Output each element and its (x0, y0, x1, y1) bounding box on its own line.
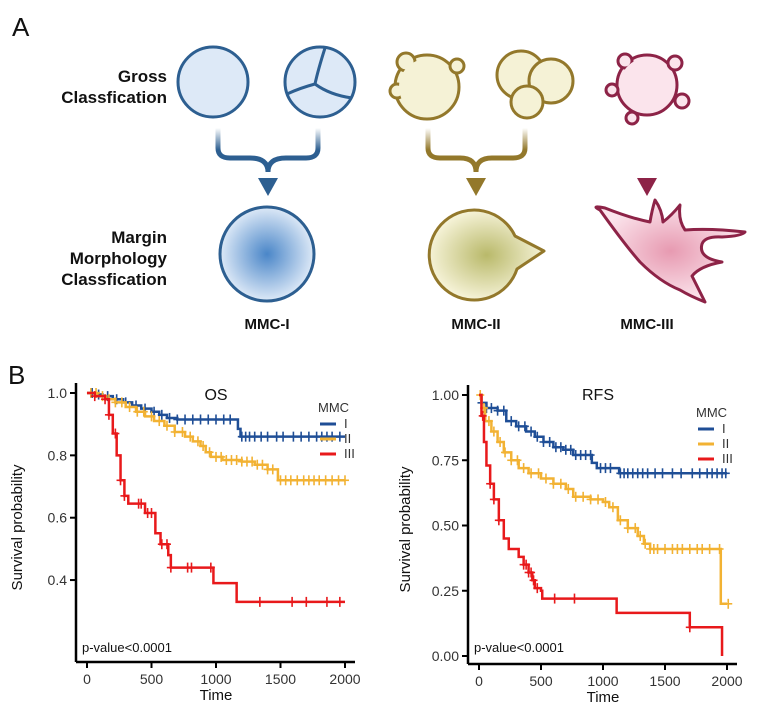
y-tick-label: 0.6 (48, 510, 68, 526)
x-tick-label: 500 (140, 671, 164, 687)
series-ii (476, 390, 733, 609)
p-value-annotation: p-value<0.0001 (474, 640, 564, 655)
chart-title: RFS (582, 387, 614, 404)
legend-title: MMC (318, 400, 349, 415)
chart-title: OS (204, 387, 227, 404)
p-value-annotation: p-value<0.0001 (82, 640, 172, 655)
y-tick-label: 0.25 (432, 583, 459, 599)
series-iii (478, 393, 724, 656)
legend-label: III (344, 446, 355, 461)
rfs-km-chart: RFS 0.00 0.25 0.50 0.75 1.00 0 500 1000 1500 2000 T… (397, 385, 743, 706)
x-tick-label: 500 (529, 673, 553, 689)
legend-label: I (722, 421, 726, 436)
y-axis-label: Survival probability (397, 466, 414, 592)
series-i (477, 393, 730, 479)
margin-morphology-label: Margin Morphology Classfication (61, 227, 167, 290)
os-km-chart: OS 0.4 0.6 0.8 1.0 0 500 1000 1500 2000 Time Surviv… (9, 383, 361, 704)
km-curve-iii (479, 393, 724, 656)
legend-title: MMC (696, 405, 727, 420)
y-tick-label: 0.8 (48, 447, 68, 463)
mmc-i-gross-round-shape (176, 45, 250, 119)
gross-label-line-2: Classfication (61, 88, 167, 107)
x-axis-label: Time (200, 687, 233, 704)
legend-label: I (344, 416, 348, 431)
x-tick-label: 0 (83, 671, 91, 687)
x-tick-label: 2000 (329, 671, 360, 687)
y-tick-label: 0.00 (432, 648, 459, 664)
series-iii (87, 391, 345, 607)
x-tick-label: 1500 (265, 671, 296, 687)
x-tick-label: 1500 (649, 673, 680, 689)
x-tick-label: 1000 (587, 673, 618, 689)
y-tick-label: 0.75 (432, 452, 459, 468)
mmc-iii-arrow (637, 136, 657, 196)
mmc-ii-label: MMC-II (451, 316, 501, 333)
margin-label-line-2: Morphology (69, 249, 167, 268)
margin-label-line-3: Classfication (61, 270, 167, 289)
mmc-iii-label: MMC-III (620, 316, 674, 333)
mmc-iii-gross-irregular-shape (604, 52, 691, 126)
x-tick-label: 1000 (200, 671, 231, 687)
panel-b-letter: B (8, 360, 26, 390)
mmc-i-margin-shape (218, 205, 316, 303)
mmc-i-label: MMC-I (244, 316, 290, 333)
y-tick-label: 1.00 (432, 387, 459, 403)
x-tick-label: 2000 (711, 673, 742, 689)
mmc-i-arrow (215, 128, 321, 196)
y-axis-label: Survival probability (9, 464, 26, 590)
legend-label: II (722, 436, 729, 451)
gross-label-line-1: Gross (117, 67, 167, 86)
x-tick-label: 0 (475, 673, 483, 689)
panel-a-letter: A (12, 12, 30, 42)
y-tick-label: 0.50 (432, 518, 459, 534)
gross-classification-label: Gross Classfication (61, 66, 167, 108)
mmc-ii-margin-shape (427, 208, 546, 302)
mmc-ii-gross-nodular-shape (388, 51, 466, 121)
km-curve-i (479, 393, 727, 475)
margin-label-line-1: Margin (111, 228, 167, 247)
legend-label: III (722, 451, 733, 466)
mmc-classification-diagram (176, 45, 747, 304)
mmc-ii-gross-multinodular-shape (495, 49, 575, 120)
mmc-iii-margin-shape (594, 198, 747, 304)
mmc-ii-arrow (425, 128, 528, 196)
x-axis-label: Time (587, 689, 620, 706)
mmc-i-gross-lobulated-shape (283, 45, 357, 119)
legend-label: II (344, 431, 351, 446)
y-tick-label: 1.0 (48, 385, 68, 401)
y-tick-label: 0.4 (48, 572, 68, 588)
